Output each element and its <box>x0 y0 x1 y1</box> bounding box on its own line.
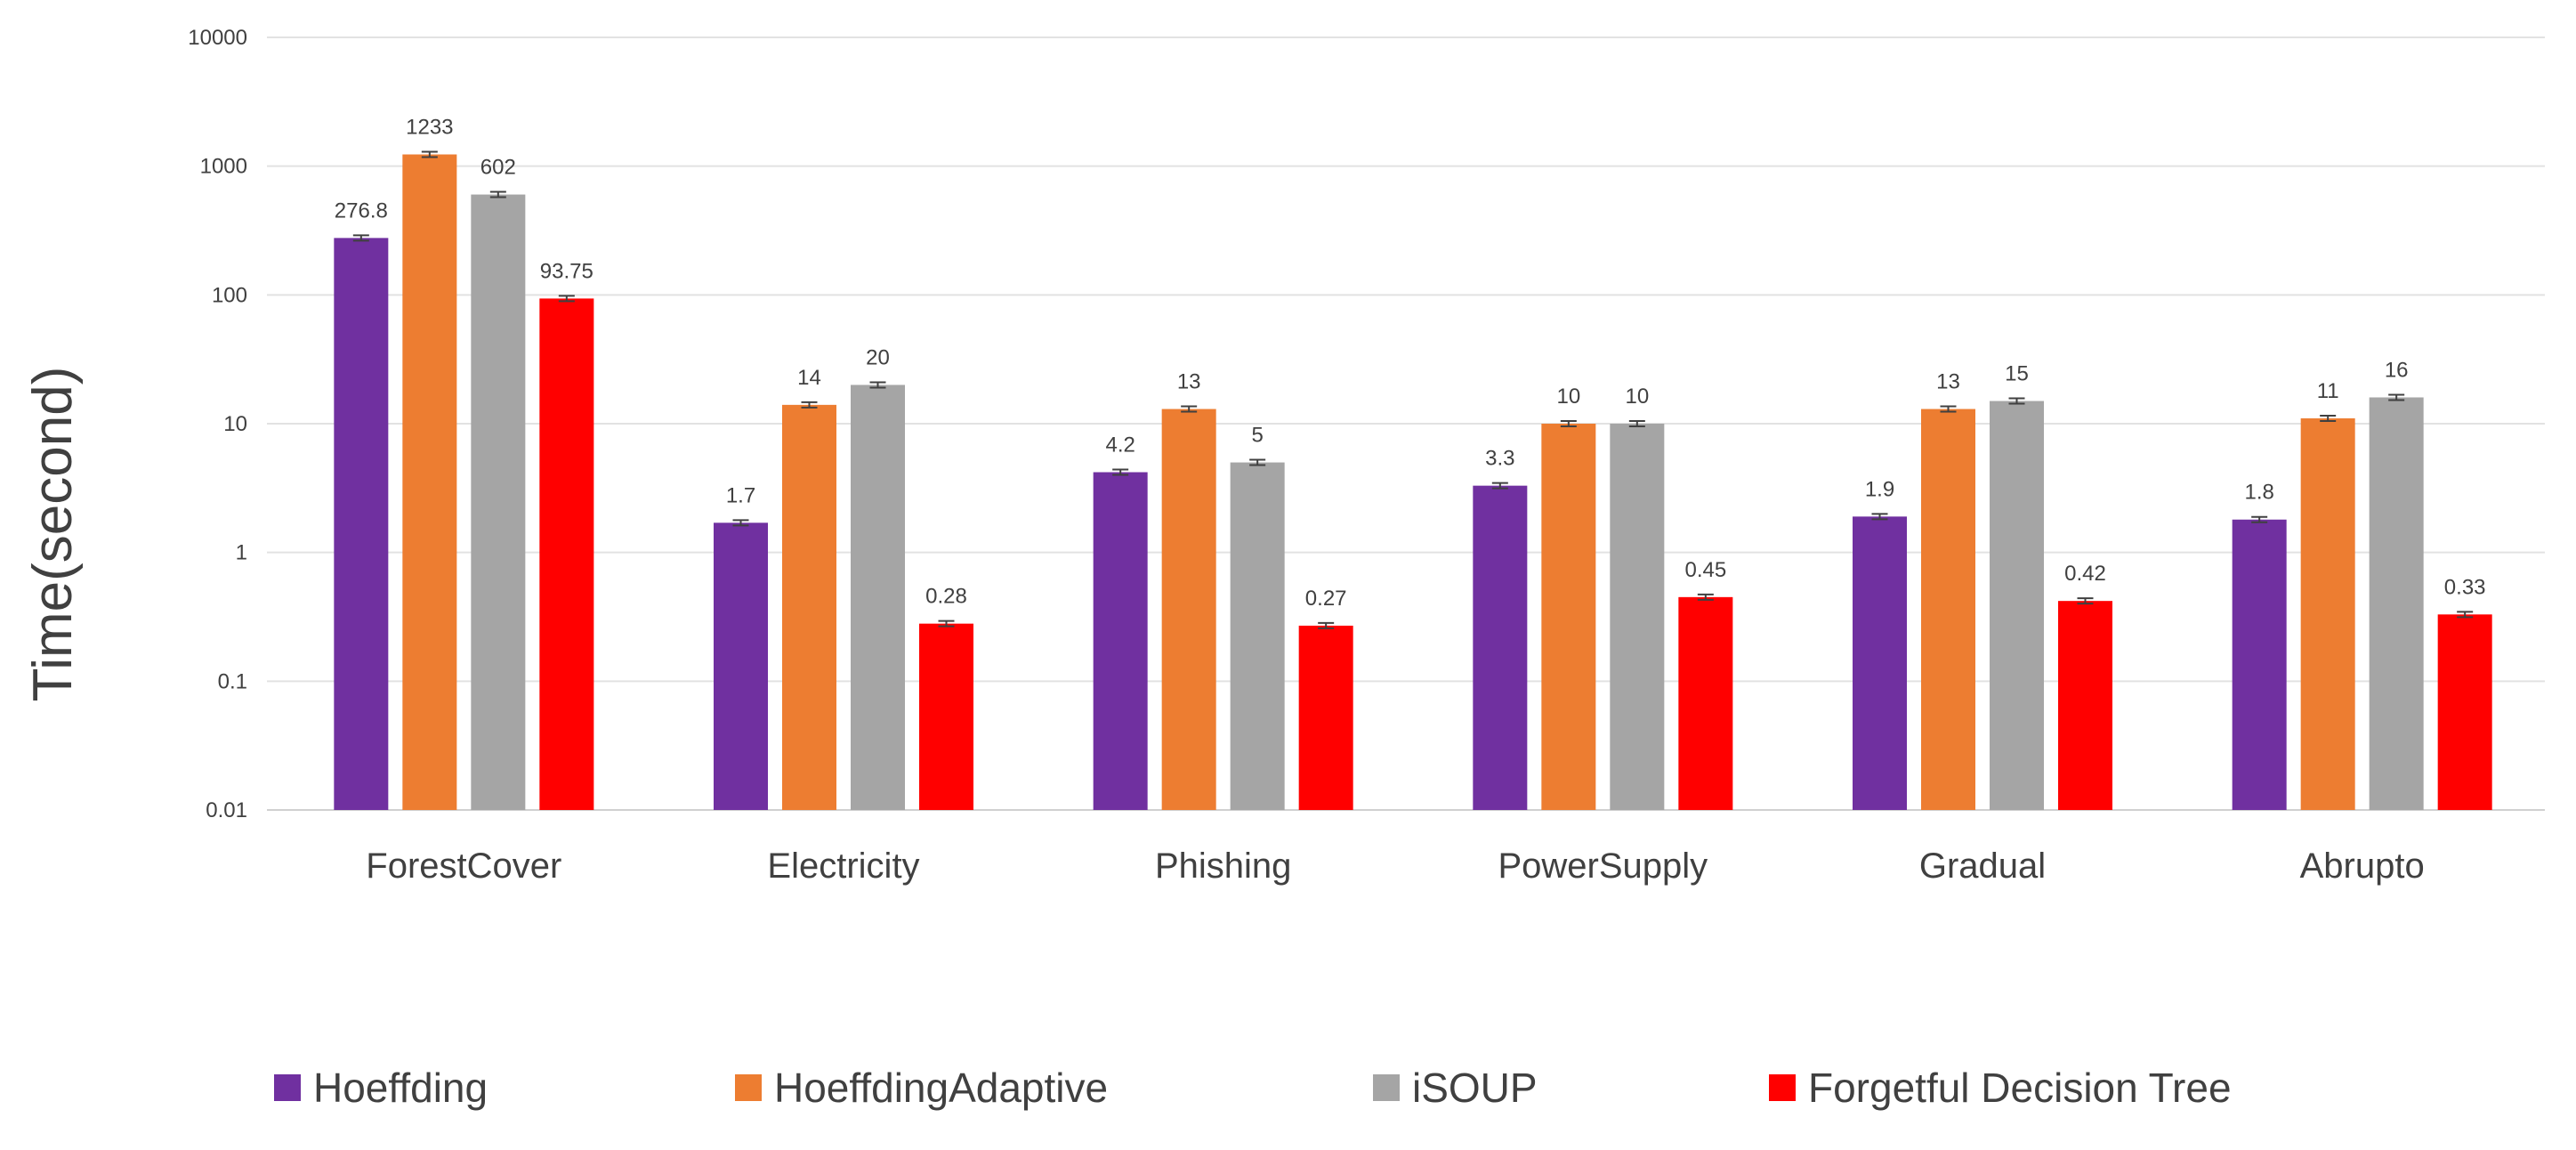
bar <box>1541 424 1596 810</box>
bar <box>2232 519 2287 810</box>
y-tick-label: 1 <box>236 541 247 565</box>
bar <box>334 238 389 810</box>
bar <box>471 194 526 811</box>
data-label: 4.2 <box>1105 433 1135 458</box>
data-label: 1.8 <box>2244 481 2273 505</box>
bar <box>1853 516 1907 810</box>
legend-swatch <box>1769 1074 1796 1101</box>
data-label: 0.45 <box>1684 558 1726 582</box>
bar <box>1610 424 1665 810</box>
y-axis-tick-labels: 0.01 0.1 1 10 100 1000 10000 <box>188 26 247 822</box>
legend-swatch <box>1373 1074 1400 1101</box>
category-label: PowerSupply <box>1498 846 1708 886</box>
data-label: 15 <box>2005 362 2029 386</box>
data-label: 0.27 <box>1305 587 1347 611</box>
category-label: ForestCover <box>366 846 561 886</box>
bar <box>1230 462 1285 810</box>
data-label: 5 <box>1251 424 1263 448</box>
data-label: 0.42 <box>2064 562 2106 586</box>
category-labels: ForestCover Electricity Phishing PowerSuppl… <box>366 846 2424 886</box>
bar <box>1093 472 1148 810</box>
bar <box>919 623 973 810</box>
bar <box>402 154 457 811</box>
data-label: 3.3 <box>1485 447 1514 471</box>
data-label: 13 <box>1936 370 1960 394</box>
bar <box>1678 596 1733 810</box>
bar <box>1990 401 2044 810</box>
error-bars <box>352 150 2474 629</box>
y-tick-label: 1000 <box>200 155 247 179</box>
bar <box>2300 418 2355 810</box>
bar <box>2369 397 2424 810</box>
data-label: 602 <box>480 156 516 180</box>
data-label: 10 <box>1625 385 1649 409</box>
data-label: 1.9 <box>1865 477 1894 501</box>
y-tick-label: 0.01 <box>206 798 247 822</box>
bar <box>1298 625 1353 810</box>
bar <box>2058 601 2112 810</box>
legend-label: HoeffdingAdaptive <box>774 1065 1109 1111</box>
y-axis-label: Time(second) <box>22 367 84 702</box>
bar <box>851 385 905 810</box>
y-tick-label: 0.1 <box>218 669 247 693</box>
bar <box>714 522 768 810</box>
legend-label: Forgetful Decision Tree <box>1808 1065 2232 1111</box>
data-label: 20 <box>866 345 890 369</box>
bar <box>782 404 836 810</box>
data-label: 93.75 <box>540 259 594 283</box>
legend-label: Hoeffding <box>313 1065 489 1111</box>
data-label: 276.8 <box>335 198 388 223</box>
bar <box>539 298 594 810</box>
category-label: Electricity <box>767 846 919 886</box>
legend-item: Hoeffding <box>274 1064 488 1112</box>
legend-label: iSOUP <box>1412 1065 1538 1111</box>
data-label: 0.33 <box>2444 575 2486 599</box>
legend-item: Forgetful Decision Tree <box>1769 1064 2232 1112</box>
category-label: Gradual <box>1919 846 2046 886</box>
legend-item: HoeffdingAdaptive <box>735 1064 1108 1112</box>
gridlines <box>267 36 2545 811</box>
data-label: 13 <box>1177 370 1201 394</box>
bar <box>1921 409 1975 810</box>
legend-swatch <box>274 1074 301 1101</box>
data-label: 16 <box>2385 358 2409 382</box>
legend-item: iSOUP <box>1373 1064 1538 1112</box>
legend: Hoeffding HoeffdingAdaptive iSOUP Forgetful… <box>0 1064 2576 1126</box>
data-label: 1.7 <box>726 483 755 507</box>
data-label: 1233 <box>406 116 453 140</box>
legend-swatch <box>735 1074 762 1101</box>
data-label: 10 <box>1556 385 1580 409</box>
data-label: 11 <box>2317 379 2339 403</box>
y-tick-label: 100 <box>212 283 247 307</box>
data-label: 0.28 <box>925 585 967 609</box>
category-label: Abrupto <box>2300 846 2425 886</box>
data-label: 14 <box>797 366 821 390</box>
category-label: Phishing <box>1155 846 1291 886</box>
y-tick-label: 10000 <box>188 26 247 50</box>
y-tick-label: 10 <box>223 412 247 436</box>
bar <box>1161 409 1216 810</box>
bars <box>334 154 2492 811</box>
bar <box>2437 614 2492 810</box>
bar <box>1473 485 1528 810</box>
data-labels: 276.8 1233 602 93.75 1.7 14 20 0.28 4.2 13 5 0.27 3.… <box>335 116 2486 611</box>
